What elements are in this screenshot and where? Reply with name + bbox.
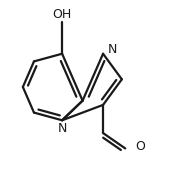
Text: OH: OH xyxy=(52,8,72,21)
Text: N: N xyxy=(107,43,117,56)
Text: O: O xyxy=(136,140,145,153)
Text: N: N xyxy=(57,122,67,135)
